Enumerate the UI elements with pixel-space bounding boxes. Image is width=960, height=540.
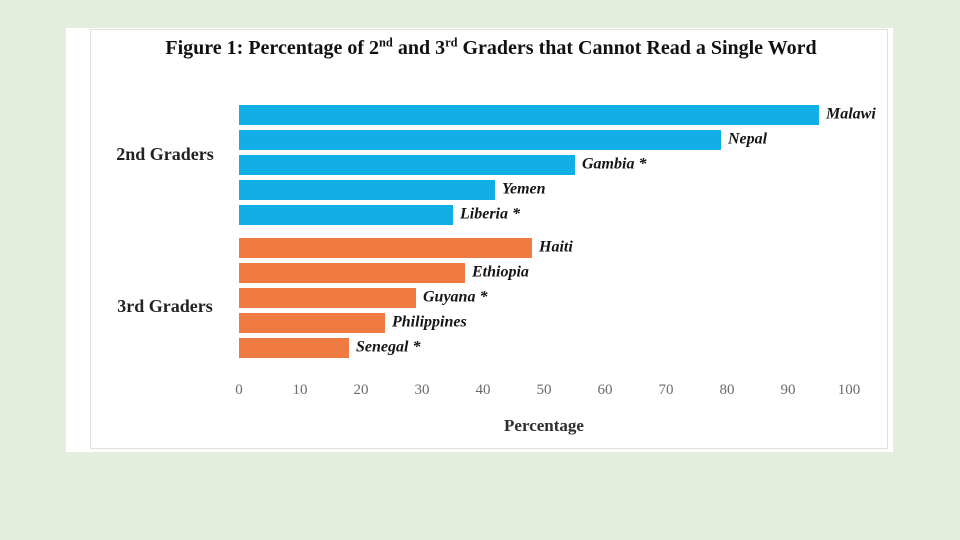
group-label-2nd-graders: 2nd Graders [116,144,214,164]
bar-row: Haiti [239,238,573,258]
bar-label: Guyana * [423,288,488,306]
bar-senegal [239,338,349,358]
bar-nepal [239,130,721,150]
x-axis-title: Percentage [504,416,584,435]
bar-label: Gambia * [582,155,647,173]
x-tick-50: 50 [536,382,552,398]
x-tick-20: 20 [353,382,369,398]
bar-label: Yemen [502,180,546,198]
bar-label: Haiti [539,238,573,256]
bar-liberia [239,205,453,225]
bar-yemen [239,180,495,200]
bar-label: Ethiopia [472,263,529,281]
x-tick-90: 90 [780,382,796,398]
chart-title-part: Graders that Cannot Read a Single Word [457,37,817,59]
x-tick-70: 70 [658,382,674,398]
bar-label: Liberia * [460,205,520,223]
x-tick-10: 10 [292,382,308,398]
x-tick-100: 100 [837,382,861,398]
chart-title-part: Figure 1: Percentage of 2 [165,37,380,59]
bar-row: Guyana * [239,288,487,308]
bar-label: Nepal [728,130,768,148]
bar-row: Malawi [239,105,876,125]
chart-title-superscript: rd [445,35,458,50]
bar-row: Yemen [239,180,546,200]
bar-gambia [239,155,575,175]
bar-row: Philippines [239,313,467,333]
bar-row: Gambia * [239,155,646,175]
bar-row: Senegal * [239,338,420,358]
bar-malawi [239,105,819,125]
chart-panel: Figure 1: Percentage of 2nd and 3rd Grad… [66,28,893,452]
bar-row: Ethiopia [239,263,529,283]
group-label-3rd-graders: 3rd Graders [117,296,213,316]
bar-label: Senegal * [356,338,421,356]
bar-ethiopia [239,263,465,283]
x-tick-40: 40 [475,382,491,398]
x-tick-0: 0 [235,382,243,398]
x-tick-80: 80 [719,382,735,398]
chart-title: Figure 1: Percentage of 2nd and 3rd Grad… [96,35,886,60]
bar-row: Liberia * [239,205,520,225]
bar-label: Malawi [826,105,876,123]
bar-haiti [239,238,532,258]
chart-title-superscript: nd [379,35,393,50]
bar-guyana [239,288,416,308]
bar-label: Philippines [392,313,467,331]
chart-title-part: and 3 [392,37,446,59]
bar-row: Nepal [239,130,767,150]
x-tick-30: 30 [414,382,430,398]
bar-philippines [239,313,385,333]
x-tick-60: 60 [597,382,613,398]
